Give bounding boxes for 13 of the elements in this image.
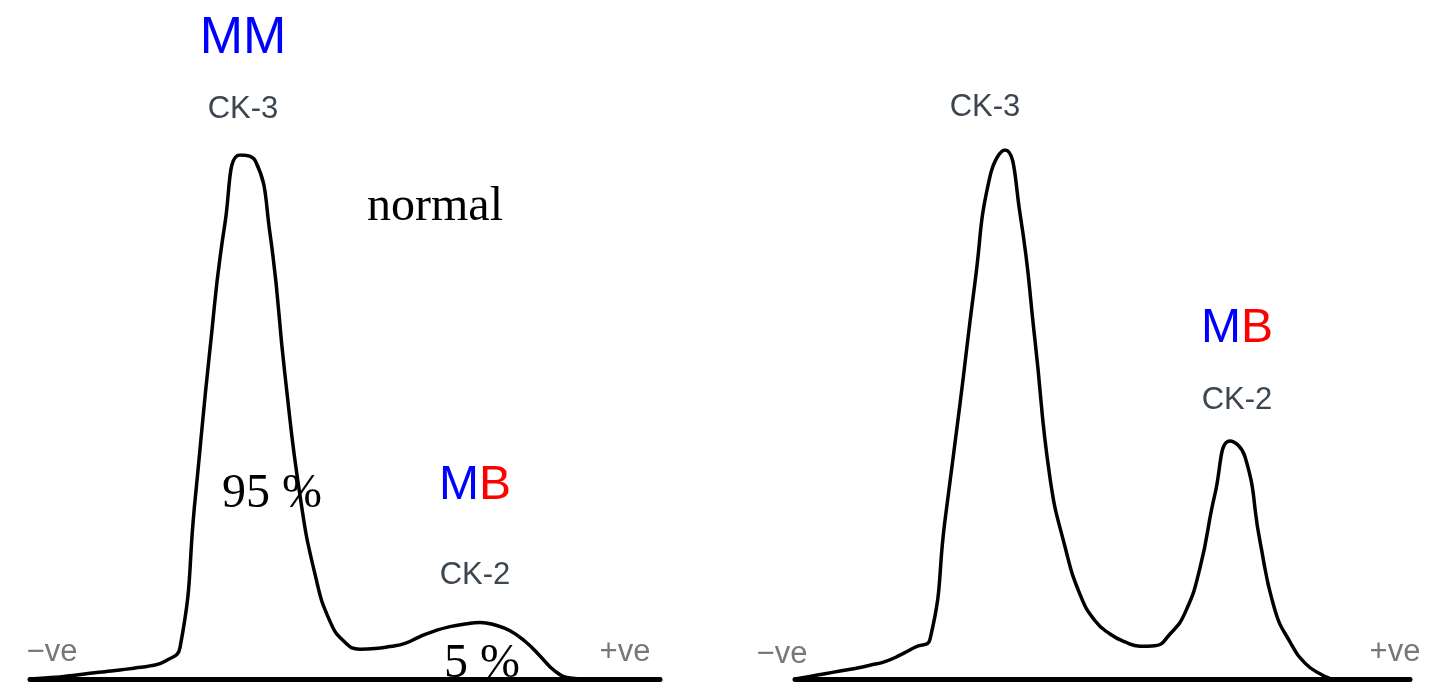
- annotation: CK-2: [1201, 380, 1273, 416]
- annotation: MB: [1201, 298, 1273, 352]
- text: CK-3: [207, 89, 279, 125]
- annotation: CK-2: [439, 555, 511, 591]
- annotation: normal: [367, 176, 503, 230]
- annotation: +ve: [1369, 632, 1421, 668]
- annotation: −ve: [756, 634, 808, 670]
- annotation: MB: [439, 455, 511, 509]
- annotation: +ve: [599, 632, 651, 668]
- text: CK-3: [949, 87, 1021, 123]
- annotation: −ve: [26, 632, 78, 668]
- annotation: 5 %: [444, 633, 520, 687]
- text: MM: [199, 6, 287, 64]
